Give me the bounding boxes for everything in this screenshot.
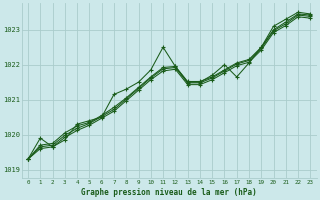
- X-axis label: Graphe pression niveau de la mer (hPa): Graphe pression niveau de la mer (hPa): [81, 188, 257, 197]
